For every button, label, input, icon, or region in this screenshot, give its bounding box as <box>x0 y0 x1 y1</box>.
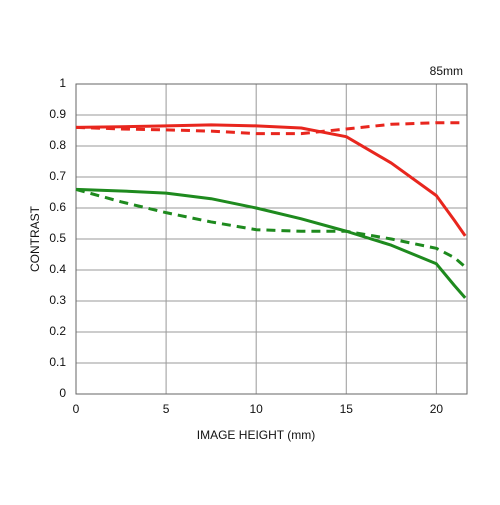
series-line <box>75 187 467 299</box>
y-tick-label: 1 <box>59 76 66 90</box>
series-line <box>75 187 467 269</box>
y-tick-label: 0.6 <box>49 200 66 214</box>
x-tick-label: 0 <box>73 402 80 416</box>
series-line <box>75 121 466 136</box>
y-tick-label: 0.2 <box>49 324 66 338</box>
series-line <box>75 123 467 237</box>
y-tick-label: 0.5 <box>49 231 66 245</box>
x-tick-label: 5 <box>163 402 170 416</box>
x-tick-label: 20 <box>430 402 444 416</box>
x-tick-label: 10 <box>250 402 264 416</box>
y-axis-label: CONTRAST <box>28 205 42 272</box>
plot-frame <box>75 83 468 395</box>
y-tick-label: 0 <box>59 386 66 400</box>
x-tick-label: 15 <box>340 402 354 416</box>
y-tick-label: 0.8 <box>49 138 66 152</box>
y-tick-label: 0.1 <box>49 355 66 369</box>
y-tick-label: 0.9 <box>49 107 66 121</box>
x-axis-label: IMAGE HEIGHT (mm) <box>197 428 315 442</box>
y-tick-label: 0.3 <box>49 293 66 307</box>
y-tick-label: 0.4 <box>49 262 66 276</box>
chart-title: 85mm <box>430 64 463 78</box>
y-tick-label: 0.7 <box>49 169 66 183</box>
